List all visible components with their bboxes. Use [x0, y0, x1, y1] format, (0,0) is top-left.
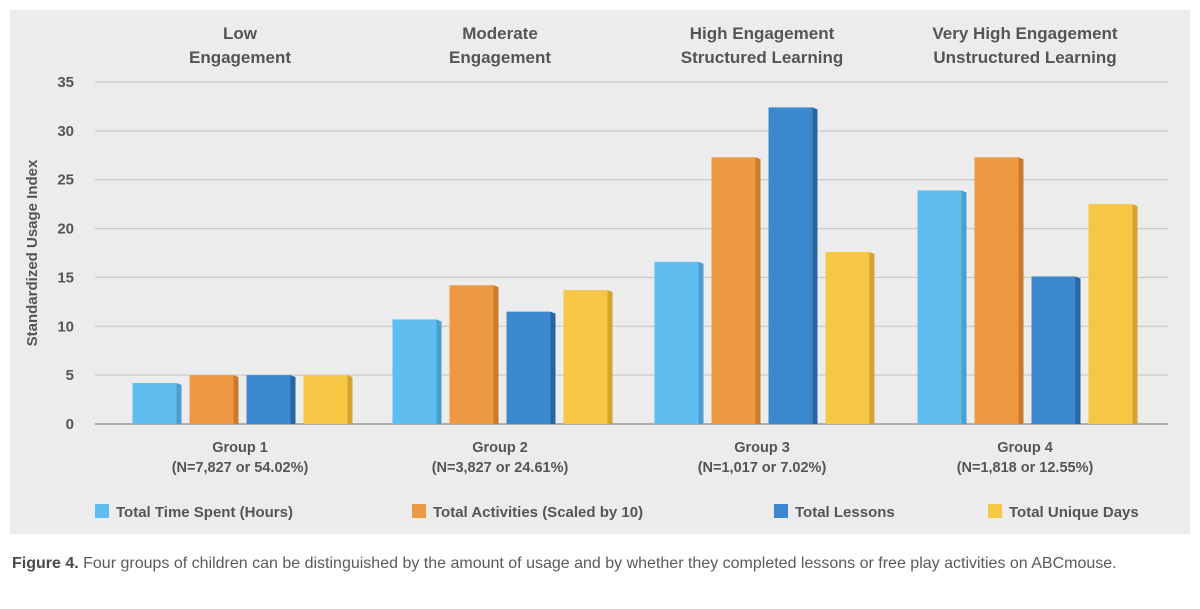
y-tick-label: 0	[66, 416, 74, 433]
bar	[768, 107, 813, 425]
bar	[303, 375, 348, 424]
bar-side	[347, 375, 353, 424]
x-category-label: (N=1,818 or 12.55%)	[957, 460, 1094, 476]
bar-side	[961, 190, 967, 424]
bar	[1031, 276, 1076, 424]
bar	[974, 157, 1019, 425]
bar	[392, 319, 437, 424]
y-tick-label: 20	[57, 221, 74, 238]
x-category-label: Group 4	[997, 440, 1053, 456]
y-tick-label: 5	[66, 367, 74, 384]
legend-label: Total Lessons	[795, 504, 895, 521]
bar	[1088, 204, 1133, 424]
group-title: Engagement	[449, 48, 551, 67]
bar-side	[233, 375, 239, 424]
bar-side	[176, 382, 182, 424]
bar-side	[436, 319, 442, 424]
bar	[506, 311, 551, 424]
group-title: Engagement	[189, 48, 291, 67]
figure-caption: Figure 4. Four groups of children can be…	[12, 553, 1192, 574]
bar	[711, 157, 756, 425]
x-category-label: Group 1	[212, 440, 268, 456]
group-title: Very High Engagement	[932, 24, 1117, 43]
bar-side	[1132, 204, 1138, 424]
group-title: Unstructured Learning	[933, 48, 1116, 67]
group-title: Low	[223, 24, 258, 43]
x-category-label: (N=3,827 or 24.61%)	[432, 460, 569, 476]
y-tick-label: 35	[57, 74, 74, 91]
legend-swatch	[774, 504, 788, 518]
legend-label: Total Activities (Scaled by 10)	[433, 504, 643, 521]
bar-side	[812, 107, 818, 425]
y-axis-label: Standardized Usage Index	[24, 159, 41, 346]
legend-label: Total Unique Days	[1009, 504, 1139, 521]
bar-side	[607, 290, 613, 424]
x-category-label: Group 2	[472, 440, 528, 456]
bar-chart: 0 5 10 15 20 25 30 35 Standardized Usage Index Lo…	[24, 24, 1168, 521]
y-tick-label: 25	[57, 172, 74, 189]
bar-side	[755, 157, 761, 425]
y-tick-label: 30	[57, 123, 74, 140]
bar-side	[1018, 157, 1024, 425]
bar-side	[290, 375, 296, 424]
x-category-label: (N=1,017 or 7.02%)	[698, 460, 827, 476]
x-category-label: (N=7,827 or 54.02%)	[172, 460, 309, 476]
bar-side	[493, 285, 499, 424]
bar-side	[550, 311, 556, 424]
chart-panel: 0 5 10 15 20 25 30 35 Standardized Usage Index Lo…	[10, 10, 1190, 534]
bar	[825, 252, 870, 424]
bar	[132, 382, 177, 424]
group-title: Structured Learning	[681, 48, 843, 67]
bar-side	[698, 261, 704, 424]
y-tick-label: 15	[57, 269, 74, 286]
legend-swatch	[988, 504, 1002, 518]
caption-text: Four groups of children can be distingui…	[78, 555, 1117, 572]
legend-swatch	[412, 504, 426, 518]
bar	[246, 375, 291, 424]
group-title: Moderate	[462, 24, 538, 43]
bar-side	[1075, 276, 1081, 424]
bar-side	[869, 252, 875, 424]
legend-swatch	[95, 504, 109, 518]
legend-label: Total Time Spent (Hours)	[116, 504, 293, 521]
bar	[917, 190, 962, 424]
y-tick-label: 10	[57, 318, 74, 335]
caption-label: Figure 4.	[12, 555, 79, 572]
group-title: High Engagement	[690, 24, 835, 43]
bar	[449, 285, 494, 424]
x-category-label: Group 3	[734, 440, 790, 456]
bar	[563, 290, 608, 424]
bar	[654, 261, 699, 424]
bar	[189, 375, 234, 424]
